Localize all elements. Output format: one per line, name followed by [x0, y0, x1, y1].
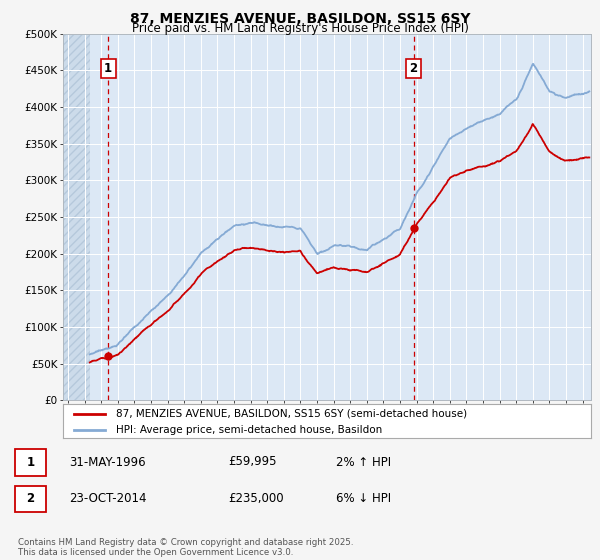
Text: 2% ↑ HPI: 2% ↑ HPI	[336, 455, 391, 469]
Text: £59,995: £59,995	[228, 455, 277, 469]
Text: 2: 2	[26, 492, 35, 505]
Text: 1: 1	[26, 455, 35, 469]
Text: 2: 2	[409, 62, 418, 75]
Text: 1: 1	[104, 62, 112, 75]
Text: 87, MENZIES AVENUE, BASILDON, SS15 6SY: 87, MENZIES AVENUE, BASILDON, SS15 6SY	[130, 12, 470, 26]
Text: Price paid vs. HM Land Registry's House Price Index (HPI): Price paid vs. HM Land Registry's House …	[131, 22, 469, 35]
Text: 6% ↓ HPI: 6% ↓ HPI	[336, 492, 391, 505]
Text: 87, MENZIES AVENUE, BASILDON, SS15 6SY (semi-detached house): 87, MENZIES AVENUE, BASILDON, SS15 6SY (…	[116, 409, 467, 419]
Text: HPI: Average price, semi-detached house, Basildon: HPI: Average price, semi-detached house,…	[116, 424, 382, 435]
Text: £235,000: £235,000	[228, 492, 284, 505]
Text: Contains HM Land Registry data © Crown copyright and database right 2025.
This d: Contains HM Land Registry data © Crown c…	[18, 538, 353, 557]
Text: 31-MAY-1996: 31-MAY-1996	[69, 455, 146, 469]
Text: 23-OCT-2014: 23-OCT-2014	[69, 492, 146, 505]
